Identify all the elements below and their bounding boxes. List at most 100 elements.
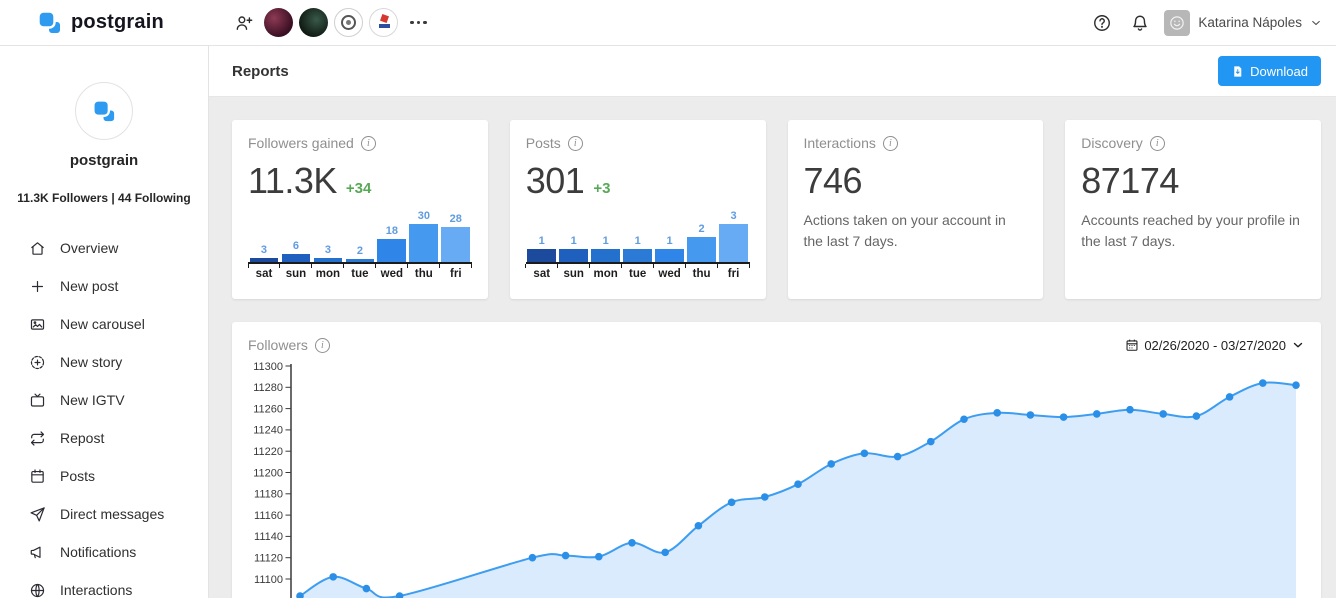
bar-tue: 1 <box>622 235 654 262</box>
account-avatar-4[interactable] <box>369 8 398 37</box>
info-icon[interactable] <box>360 135 376 151</box>
x-tick-label: wed <box>380 268 404 280</box>
data-point <box>1192 412 1201 420</box>
bar-sun: 1 <box>558 235 590 262</box>
chevron-down-icon <box>1312 20 1320 25</box>
data-point <box>993 409 1001 417</box>
bar-tue: 2 <box>344 245 376 262</box>
user-avatar <box>1164 9 1191 36</box>
sidebar-item-label: New story <box>60 354 123 370</box>
x-tick-label: tue <box>351 268 369 280</box>
bar-sun: 6 <box>280 240 312 262</box>
bar <box>377 239 407 262</box>
page-title: Reports <box>232 62 289 80</box>
bar <box>281 254 311 262</box>
x-tick-label: sat <box>533 268 551 280</box>
sidebar-item-label: New IGTV <box>60 392 125 408</box>
x-tick-label: thu <box>692 268 711 280</box>
data-point <box>893 452 902 461</box>
sidebar-item-notifications[interactable]: Notifications <box>0 533 208 571</box>
home-icon <box>29 240 46 257</box>
user-menu[interactable]: Katarina Nápoles <box>1164 9 1322 36</box>
sidebar-item-label: New post <box>60 278 119 294</box>
bar <box>559 249 589 262</box>
bar-thu: 30 <box>408 210 440 262</box>
data-point <box>528 553 537 562</box>
bar <box>687 236 716 262</box>
postgrain-logo-icon <box>37 10 60 33</box>
add-account-button[interactable] <box>230 9 258 37</box>
info-icon[interactable] <box>314 337 330 353</box>
followers-gained-delta: +34 <box>345 180 372 197</box>
card-title: Followers gained <box>248 135 354 151</box>
bar <box>623 249 653 262</box>
sidebar-item-label: Posts <box>60 468 96 484</box>
data-point <box>362 584 371 593</box>
sidebar-item-direct-messages[interactable]: Direct messages <box>0 495 208 533</box>
interactions-description: Actions taken on your account in the las… <box>803 212 1006 249</box>
account-avatar-1[interactable] <box>264 8 293 37</box>
x-tick-label: mon <box>593 268 618 280</box>
bar-value-label: 30 <box>417 210 430 222</box>
posts-bar-chart: 1 1 1 1 1 2 3 sat sun mon tue wed thu fri <box>525 206 750 280</box>
bar-value-label: 2 <box>356 245 363 257</box>
x-tick-label: sun <box>563 268 584 280</box>
x-axis <box>247 262 473 268</box>
info-icon[interactable] <box>567 135 583 151</box>
discovery-description: Accounts reached by your profile in the … <box>1081 212 1300 249</box>
sidebar-item-new-post[interactable]: New post <box>0 267 208 305</box>
bar-mon: 1 <box>590 235 622 262</box>
trend-line <box>299 381 1297 598</box>
account-avatar-3[interactable] <box>334 8 363 37</box>
data-point <box>727 498 736 507</box>
sidebar-item-posts[interactable]: Posts <box>0 457 208 495</box>
card-title: Discovery <box>1081 135 1143 151</box>
info-icon[interactable] <box>882 135 898 151</box>
info-icon[interactable] <box>1149 135 1165 151</box>
x-tick-label: wed <box>658 268 681 280</box>
y-tick-label: 11100 <box>254 574 283 586</box>
x-tick-label: tue <box>629 268 647 280</box>
bar <box>591 249 621 262</box>
sidebar-item-new-igtv[interactable]: New IGTV <box>0 381 208 419</box>
notifications-bell-button[interactable] <box>1126 9 1154 37</box>
sidebar-item-label: Overview <box>60 240 119 256</box>
bar <box>345 259 375 262</box>
sidebar-item-overview[interactable]: Overview <box>0 229 208 267</box>
data-point <box>1159 410 1167 418</box>
sidebar-item-new-story[interactable]: New story <box>0 343 208 381</box>
followers-gained-card: Followers gained 11.3K +34 3 6 3 2 18 30 28 sat… <box>232 120 488 299</box>
sidebar-item-repost[interactable]: Repost <box>0 419 208 457</box>
sidebar-item-interactions[interactable]: Interactions <box>0 571 208 598</box>
more-accounts-icon[interactable] <box>410 20 427 25</box>
bar-thu: 2 <box>686 223 718 262</box>
y-tick-label: 11180 <box>254 489 283 501</box>
account-avatar-2[interactable] <box>299 8 328 37</box>
sidebar-item-new-carousel[interactable]: New carousel <box>0 305 208 343</box>
help-button[interactable] <box>1088 9 1116 37</box>
y-tick-label: 11260 <box>253 403 283 415</box>
discovery-value: 87174 <box>1081 160 1179 201</box>
data-point <box>827 460 835 468</box>
posts-delta: +3 <box>593 180 611 197</box>
y-tick-label: 11220 <box>253 446 283 458</box>
bar-value-label: 3 <box>324 244 331 257</box>
profile-summary: postgrain 11.3K Followers | 44 Following <box>0 46 208 205</box>
bar-wed: 18 <box>376 225 408 262</box>
bar <box>719 224 748 262</box>
data-point <box>329 573 337 581</box>
data-point <box>561 551 570 560</box>
sidebar-item-label: Interactions <box>60 582 133 598</box>
bar-value-label: 3 <box>260 244 268 257</box>
bell-icon <box>1133 15 1148 31</box>
bar <box>409 224 439 262</box>
date-range-picker[interactable]: 02/26/2020 - 03/27/2020 <box>1125 338 1305 353</box>
postgrain-logo-icon <box>92 99 115 122</box>
followers-gained-value: 11.3K <box>248 160 337 201</box>
help-icon <box>1094 14 1111 31</box>
data-point <box>1292 381 1300 389</box>
data-point <box>761 493 769 501</box>
repost-icon <box>29 430 46 447</box>
brand[interactable]: postgrain <box>36 9 164 36</box>
download-button[interactable]: Download <box>1218 56 1321 86</box>
